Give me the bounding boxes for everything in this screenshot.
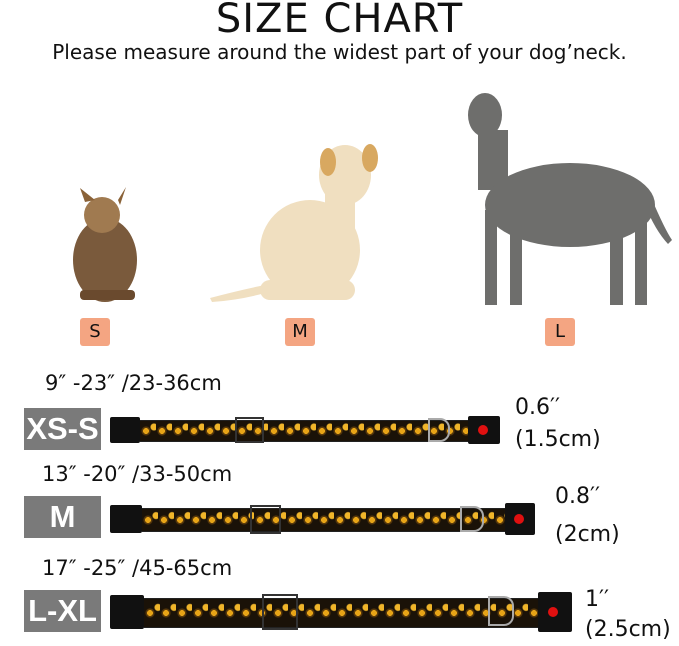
range-m: 13″ -20″ /33-50cm <box>42 462 233 486</box>
width-in-m: 0.8′′ <box>555 484 600 509</box>
collar-l-xl-image <box>110 590 572 635</box>
width-in-xs-s: 0.6′′ <box>515 395 560 420</box>
range-xs-s: 9″ -23″ /23-36cm <box>45 371 222 395</box>
dog-illustrations <box>73 93 672 305</box>
collar-m-image <box>110 502 535 536</box>
title: SIZE CHART <box>215 0 464 42</box>
width-cm-l-xl: (2.5cm) <box>585 617 671 642</box>
medium-dog-image <box>210 144 378 302</box>
size-tag-m: M <box>285 318 315 346</box>
small-dog-image <box>73 187 137 302</box>
range-l-xl: 17″ -25″ /45-65cm <box>42 556 233 580</box>
collar-xs-s-image <box>110 414 505 446</box>
label-xs-s: XS-S <box>24 408 101 450</box>
size-tag-s: S <box>80 318 110 346</box>
size-tag-l: L <box>545 318 575 346</box>
width-cm-xs-s: (1.5cm) <box>515 427 601 452</box>
label-l-xl: L-XL <box>24 590 101 632</box>
label-m: M <box>24 496 101 538</box>
width-cm-m: (2cm) <box>555 522 620 547</box>
width-in-l-xl: 1′′ <box>585 587 609 612</box>
large-dog-image <box>468 93 672 305</box>
subtitle: Please measure around the widest part of… <box>52 40 627 64</box>
